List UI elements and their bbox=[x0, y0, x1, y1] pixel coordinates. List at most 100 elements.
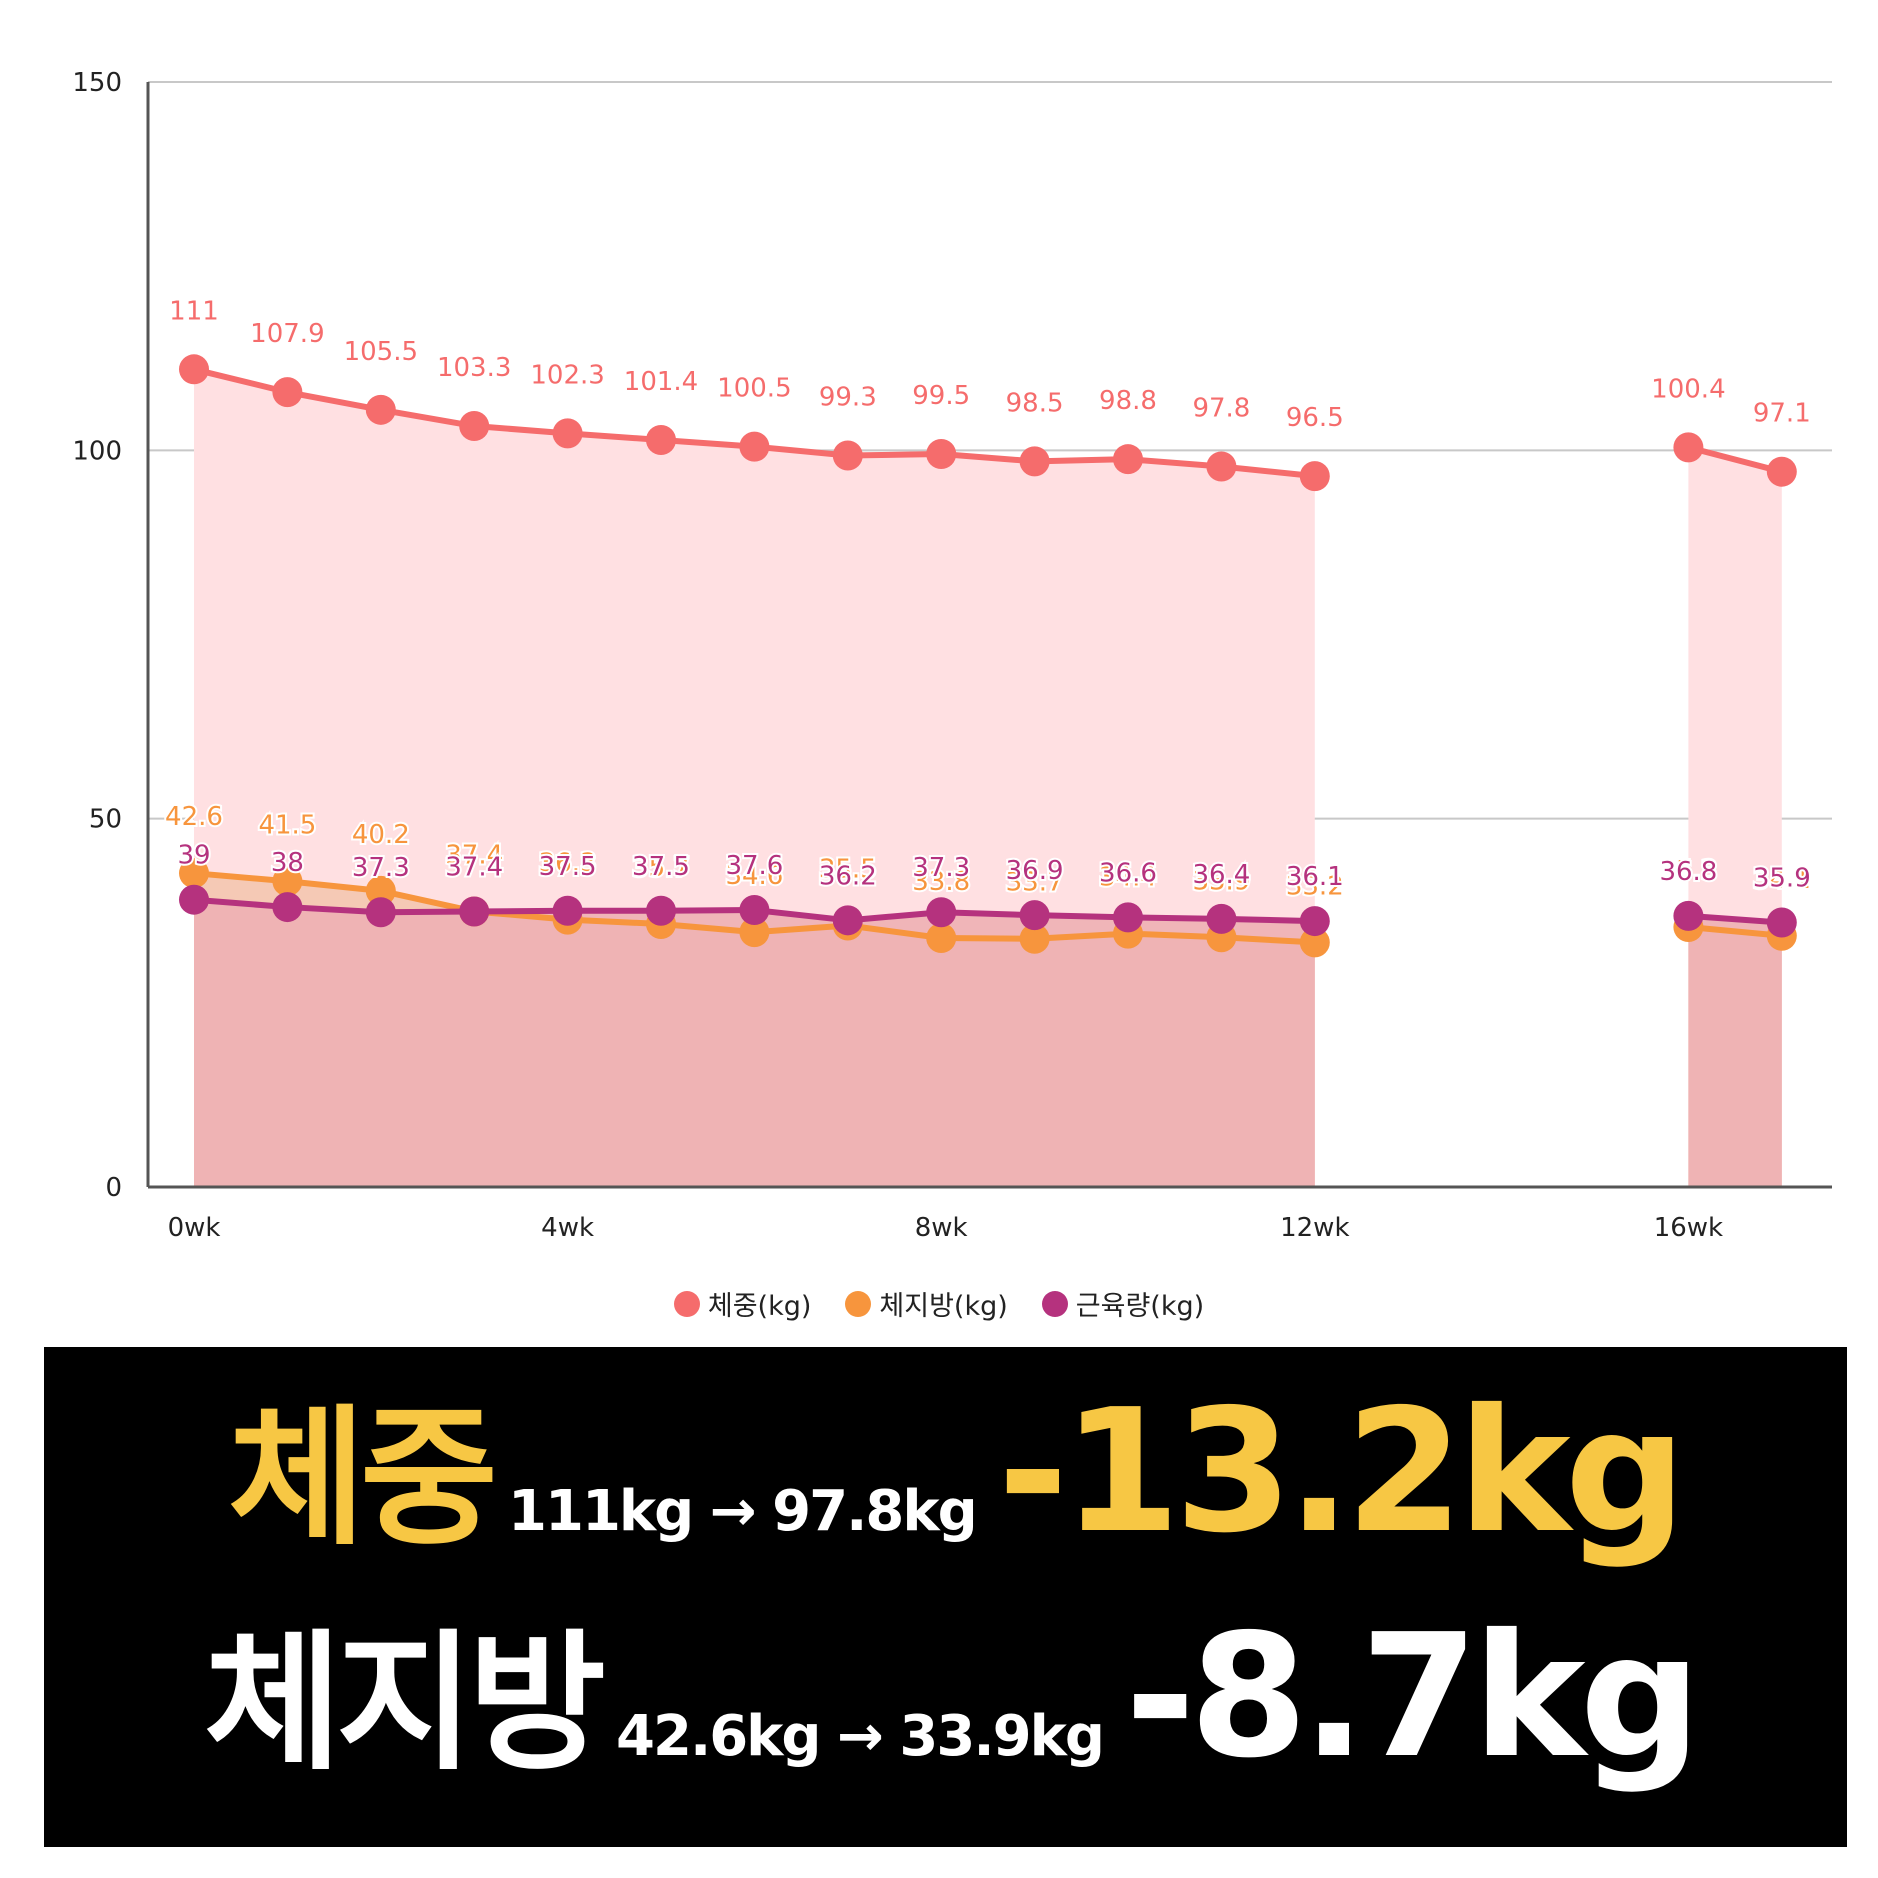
data-label: 33.7 bbox=[1006, 868, 1064, 898]
data-label: 37.3 bbox=[352, 853, 410, 883]
y-tick-label: 100 bbox=[72, 436, 122, 466]
data-point bbox=[926, 923, 957, 954]
legend-dot-weight bbox=[673, 1290, 700, 1317]
fat-summary-label: 체지방 bbox=[204, 1617, 606, 1791]
data-point bbox=[1113, 444, 1143, 475]
fat-summary-row: 체지방 42.6kg → 33.9kg -8.7kg bbox=[44, 1612, 1878, 1782]
data-label: 99.5 bbox=[912, 381, 970, 411]
data-point bbox=[739, 431, 770, 462]
data-label: 38 bbox=[271, 848, 304, 878]
data-label: 35.9 bbox=[1753, 864, 1811, 894]
data-point bbox=[1766, 907, 1797, 938]
data-label: 107.9 bbox=[250, 319, 324, 349]
data-label: 41.5 bbox=[258, 810, 316, 840]
data-label: 35.5 bbox=[819, 854, 877, 884]
data-label: 97.8 bbox=[1192, 394, 1250, 424]
data-label: 36.6 bbox=[1099, 858, 1157, 888]
data-label: 36.8 bbox=[1659, 857, 1717, 887]
weight-summary-row: 체중 111kg → 97.8kg -13.2kg bbox=[44, 1387, 1878, 1557]
fat-summary-delta: -8.7kg bbox=[1124, 1598, 1701, 1796]
data-point bbox=[365, 394, 396, 425]
fat-summary-range: 42.6kg → 33.9kg bbox=[616, 1704, 1105, 1769]
y-tick-label: 150 bbox=[72, 68, 122, 98]
data-point bbox=[179, 884, 209, 915]
series-line-0 bbox=[1687, 444, 1783, 475]
data-label: 36.2 bbox=[819, 861, 877, 891]
data-point bbox=[646, 425, 676, 456]
data-label: 103.3 bbox=[437, 353, 511, 383]
series-line-2 bbox=[1688, 912, 1783, 926]
data-label: 97.1 bbox=[1753, 399, 1811, 429]
data-point bbox=[1206, 903, 1237, 934]
summary-panel: 체중 111kg → 97.8kg -13.2kg 체지방 42.6kg → 3… bbox=[44, 1347, 1847, 1847]
data-point bbox=[272, 377, 303, 408]
data-point bbox=[1019, 446, 1050, 477]
legend-item-fat[interactable]: 체지방(kg) bbox=[845, 1284, 1008, 1323]
data-label: 36.3 bbox=[539, 849, 597, 879]
x-tick-label: 0wk bbox=[168, 1213, 221, 1243]
weight-summary-range: 111kg → 97.8kg bbox=[508, 1479, 978, 1544]
legend-label-fat: 체지방(kg) bbox=[879, 1291, 1008, 1322]
data-label: 36.1 bbox=[1286, 862, 1344, 892]
data-label: 111 bbox=[169, 296, 219, 326]
data-label: 37.4 bbox=[445, 840, 503, 870]
data-label: 98.8 bbox=[1099, 386, 1157, 416]
data-point bbox=[1673, 900, 1704, 931]
data-label: 36.9 bbox=[1006, 856, 1064, 886]
series-area-2 bbox=[1688, 915, 1782, 1187]
data-point bbox=[1206, 451, 1237, 482]
data-label: 37.3 bbox=[912, 853, 970, 883]
legend-label-muscle: 근육량(kg) bbox=[1075, 1291, 1205, 1322]
data-point bbox=[1019, 923, 1050, 954]
data-label: 96.5 bbox=[1286, 403, 1344, 433]
data-label: 100.4 bbox=[1651, 374, 1725, 404]
data-label: 35.7 bbox=[632, 853, 690, 883]
data-point bbox=[926, 439, 957, 470]
data-label: 37.5 bbox=[632, 852, 690, 882]
x-tick-label: 16wk bbox=[1654, 1213, 1723, 1243]
data-label: 102.3 bbox=[530, 360, 604, 390]
data-point bbox=[832, 440, 863, 471]
data-label: 100.5 bbox=[717, 374, 791, 404]
weight-summary-delta: -13.2kg bbox=[997, 1373, 1687, 1571]
data-point bbox=[646, 895, 676, 926]
x-tick-label: 4wk bbox=[541, 1213, 594, 1243]
weight-summary-label: 체중 bbox=[228, 1392, 498, 1566]
data-label: 37.6 bbox=[725, 851, 783, 881]
series-area-2 bbox=[194, 899, 1315, 1187]
data-label: 33.8 bbox=[912, 867, 970, 897]
data-point bbox=[739, 917, 770, 948]
legend-item-weight[interactable]: 체중(kg) bbox=[673, 1284, 812, 1323]
data-label: 105.5 bbox=[344, 337, 418, 367]
data-label: 98.5 bbox=[1006, 388, 1064, 418]
x-tick-label: 8wk bbox=[915, 1213, 968, 1243]
data-point bbox=[1299, 461, 1330, 492]
legend-dot-muscle bbox=[1041, 1290, 1068, 1317]
data-point bbox=[1766, 456, 1797, 487]
legend-label-weight: 체중(kg) bbox=[707, 1291, 812, 1322]
data-point bbox=[272, 866, 303, 897]
data-point bbox=[365, 875, 396, 906]
data-label: 33.2 bbox=[1286, 871, 1344, 901]
data-label: 33.9 bbox=[1192, 866, 1250, 896]
data-label: 37.5 bbox=[539, 852, 597, 882]
data-label: 37.4 bbox=[445, 852, 503, 882]
series-line-1 bbox=[1688, 923, 1783, 939]
data-label: 101.4 bbox=[624, 367, 698, 397]
line-chart: 0 50 100 150 111 107.9 105.5 103.3 102.3 101.4 100… bbox=[72, 68, 1832, 1243]
data-point bbox=[552, 418, 583, 449]
legend-item-muscle[interactable]: 근육량(kg) bbox=[1041, 1284, 1205, 1323]
data-point bbox=[1673, 432, 1704, 463]
data-point bbox=[179, 858, 209, 889]
y-tick-label: 0 bbox=[105, 1173, 122, 1203]
data-point bbox=[1019, 900, 1050, 931]
data-point bbox=[739, 895, 770, 926]
data-point bbox=[832, 905, 863, 936]
data-label: 42.6 bbox=[165, 802, 223, 832]
data-point bbox=[179, 354, 209, 385]
data-label: 34.6 bbox=[725, 861, 783, 891]
data-label: 35.3 bbox=[1659, 856, 1717, 886]
data-point bbox=[1299, 927, 1330, 958]
data-point bbox=[552, 895, 583, 926]
data-point bbox=[365, 897, 396, 928]
